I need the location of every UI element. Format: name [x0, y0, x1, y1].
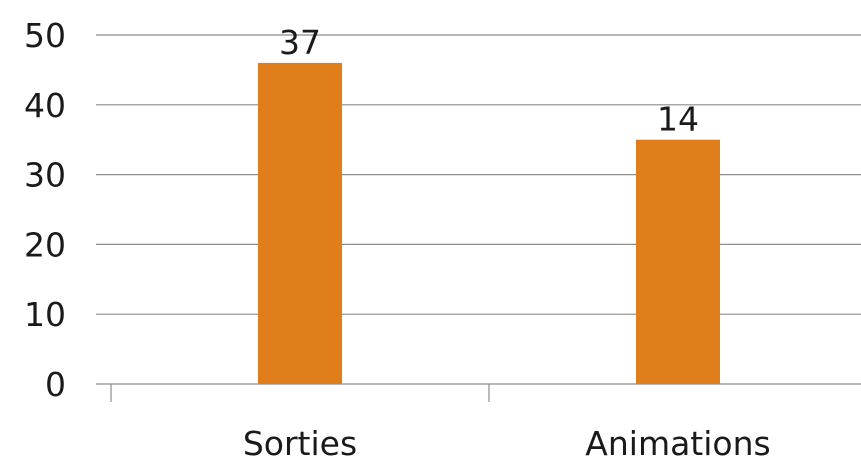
- x-tick-label-sorties: Sorties: [243, 424, 357, 463]
- data-label-sorties: 37: [279, 23, 321, 62]
- y-tick-label: 40: [24, 86, 66, 125]
- bar-animations: [636, 139, 720, 384]
- y-axis-tick-labels: 0 10 20 30 40 50: [24, 16, 66, 404]
- gridlines: [96, 34, 861, 315]
- x-axis-tick-labels: Sorties Animations: [243, 424, 771, 463]
- y-tick-label: 30: [24, 156, 66, 195]
- y-tick-label: 0: [45, 365, 66, 404]
- y-tick-label: 20: [24, 225, 66, 264]
- bars: [258, 62, 720, 385]
- data-label-animations: 14: [657, 100, 699, 139]
- data-labels: 37 14: [279, 23, 699, 139]
- y-tick-label: 10: [24, 295, 66, 334]
- bar-sorties: [258, 62, 342, 385]
- x-tick-label-animations: Animations: [585, 424, 770, 463]
- y-tick-label: 50: [24, 16, 66, 55]
- x-axis: [96, 383, 861, 402]
